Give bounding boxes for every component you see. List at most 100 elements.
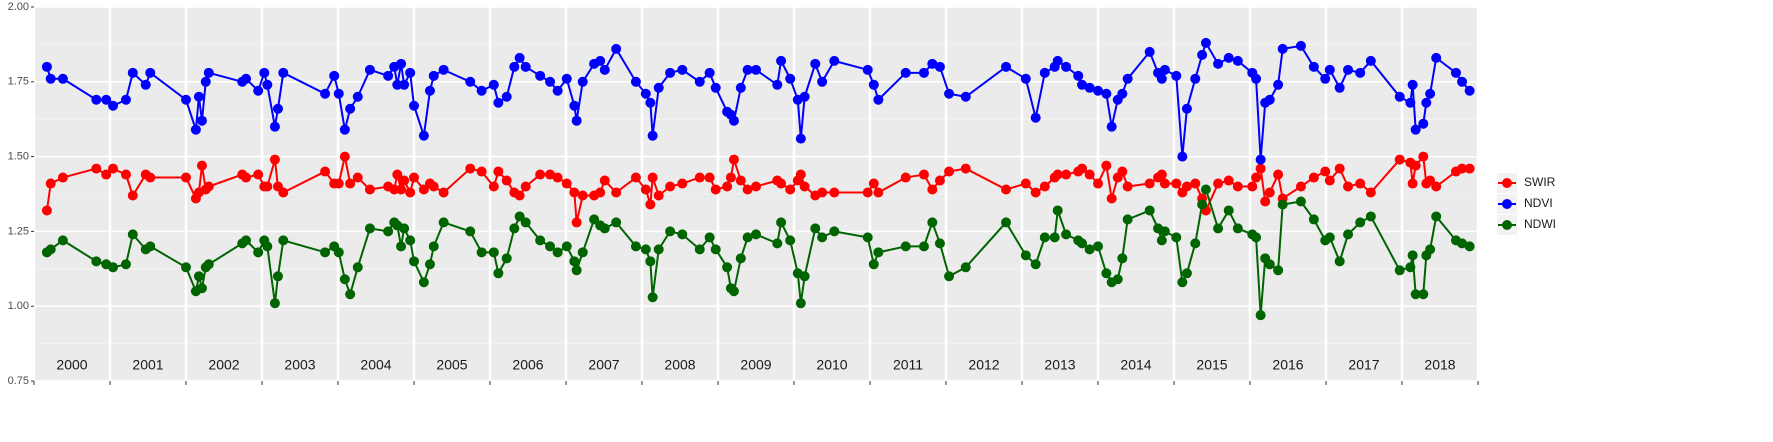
point (645, 97, 656, 108)
point (428, 70, 439, 81)
point (1251, 232, 1262, 243)
point (751, 229, 761, 240)
point (710, 244, 721, 255)
point (742, 64, 753, 75)
point (640, 184, 651, 195)
point (1020, 73, 1031, 84)
point (320, 88, 331, 99)
point (145, 172, 156, 183)
point (645, 199, 656, 210)
point (1001, 61, 1012, 72)
point (262, 79, 273, 90)
legend-point (1502, 178, 1512, 188)
point (1093, 85, 1103, 96)
year-label: 2013 (1044, 357, 1075, 373)
point (704, 172, 715, 183)
point (552, 247, 563, 258)
point (1450, 67, 1461, 78)
point (1407, 79, 1418, 90)
point (127, 190, 138, 201)
point (1421, 97, 1432, 108)
point (193, 271, 204, 282)
point (1117, 253, 1128, 264)
point (1334, 163, 1345, 174)
point (772, 79, 783, 90)
point (1425, 88, 1436, 99)
point (1122, 214, 1133, 225)
year-label: 2014 (1120, 357, 1151, 373)
point (1122, 181, 1133, 192)
point (599, 223, 610, 234)
point (535, 235, 546, 246)
point (776, 55, 787, 66)
point (272, 271, 283, 282)
point (1431, 181, 1442, 192)
point (1260, 196, 1271, 207)
point (640, 88, 651, 99)
point (493, 166, 504, 177)
point (253, 247, 264, 258)
point (345, 178, 356, 189)
point (900, 67, 911, 78)
point (1365, 211, 1376, 222)
year-label: 2008 (664, 357, 695, 373)
point (1077, 238, 1088, 249)
point (785, 235, 796, 246)
year-label: 2018 (1424, 357, 1455, 373)
point (41, 61, 52, 72)
point (960, 163, 971, 174)
point (735, 175, 746, 186)
point (392, 79, 403, 90)
year-label: 2015 (1196, 357, 1227, 373)
point (241, 73, 252, 84)
point (1061, 61, 1072, 72)
point (1117, 166, 1128, 177)
point (493, 97, 504, 108)
point (253, 85, 264, 96)
point (438, 217, 449, 228)
point (640, 244, 651, 255)
year-label: 2012 (968, 357, 999, 373)
point (799, 181, 810, 192)
point (817, 232, 828, 243)
point (1112, 274, 1123, 285)
axes: 0.75 1.00 1.25 1.50 1.75 2.00 2000 2001 2002 2003… (8, 1, 1556, 387)
point (101, 169, 112, 180)
point (1197, 49, 1208, 60)
point (1324, 232, 1335, 243)
point (900, 241, 911, 252)
point (630, 76, 641, 87)
point (1159, 178, 1170, 189)
point (253, 169, 264, 180)
point (799, 91, 810, 102)
point (1030, 112, 1041, 123)
point (1093, 241, 1103, 252)
point (1030, 259, 1041, 270)
point (409, 172, 419, 183)
point (1418, 118, 1429, 129)
point (934, 238, 945, 249)
point (665, 226, 676, 237)
point (364, 184, 375, 195)
point (514, 52, 525, 63)
point (1144, 46, 1155, 57)
point (1093, 178, 1103, 189)
point (1394, 154, 1405, 165)
point (1223, 52, 1234, 63)
point (704, 67, 715, 78)
point (1407, 178, 1418, 189)
point (501, 175, 512, 186)
point (364, 223, 375, 234)
point (795, 133, 806, 144)
point (120, 94, 131, 105)
point (1101, 88, 1112, 99)
point (127, 229, 138, 240)
point (45, 178, 56, 189)
point (108, 163, 119, 174)
point (389, 184, 400, 195)
point (520, 61, 531, 72)
point (772, 238, 783, 249)
point (488, 79, 499, 90)
point (645, 256, 656, 267)
point (352, 91, 363, 102)
